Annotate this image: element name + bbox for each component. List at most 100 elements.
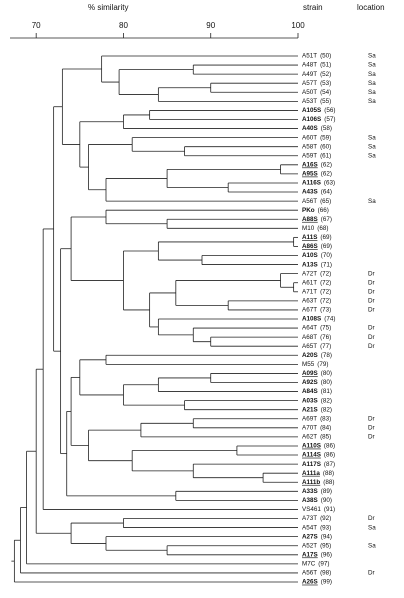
strain-id: (84) [320,424,331,431]
strain-label: A59T [302,152,317,159]
strain-label: A50T [302,89,317,96]
strain-id: (98) [320,570,331,577]
strain-header: strain [303,3,323,12]
strain-id: (99) [321,579,332,586]
strain-label: A52T [302,542,317,549]
location-label: Dr [368,515,375,522]
strain-label: A116S [302,180,321,187]
strain-label: A61T [302,279,317,286]
strain-label: A84S [302,388,318,395]
location-label: Sa [368,80,376,87]
strain-id: (65) [320,198,331,205]
location-label: Dr [368,434,375,441]
location-label: Sa [368,143,376,150]
strain-id: (69) [320,234,331,241]
strain-id: (92) [320,515,331,522]
strain-id: (69) [321,243,332,250]
strain-id: (58) [321,125,332,132]
location-label: Sa [368,524,376,531]
strain-label: A105S [302,107,321,114]
strain-label: A13S [302,261,318,268]
location-label: Sa [368,98,376,105]
strain-id: (63) [324,180,335,187]
strain-label: A43S [302,189,318,196]
location-label: Dr [368,279,375,286]
location-label: Dr [368,288,375,295]
strain-label: A54T [302,524,317,531]
strain-label: M7C [302,561,316,568]
strain-id: (72) [320,298,331,305]
strain-id: (87) [324,461,335,468]
strain-id: (82) [321,397,332,404]
strain-label: A71T [302,288,317,295]
location-label: Dr [368,343,375,350]
strain-label: A16S [302,161,318,168]
strain-id: (86) [324,443,335,450]
location-label: Sa [368,89,376,96]
strain-id: (50) [320,53,331,60]
strain-label: A56T [302,570,317,577]
strain-id: (59) [320,134,331,141]
x-tick-label: 80 [119,21,128,30]
strain-label: A67T [302,307,317,314]
strain-label: M10 [302,225,315,232]
strain-id: (61) [320,152,331,159]
strain-id: (96) [321,551,332,558]
strain-label: A10S [302,252,318,259]
strain-label: A21S [302,406,318,413]
strain-id: (76) [320,334,331,341]
strain-id: (51) [320,62,331,69]
location-label: Dr [368,415,375,422]
strain-id: (72) [320,270,331,277]
strain-label: A64T [302,325,317,332]
strain-id: (80) [321,379,332,386]
strain-id: (68) [317,225,328,232]
location-label: Dr [368,570,375,577]
strain-id: (57) [324,116,335,123]
x-tick-label: 90 [206,21,215,30]
strain-label: A33S [302,488,318,495]
strain-id: (75) [320,325,331,332]
strain-id: (62) [321,171,332,178]
strain-id: (56) [324,107,335,114]
location-label: Dr [368,270,375,277]
location-label: Sa [368,62,376,69]
location-label: Sa [368,152,376,159]
location-label: Dr [368,325,375,332]
strain-label: A58T [302,143,317,150]
strain-label: A09S [302,370,318,377]
strain-label: A27S [302,533,318,540]
strain-id: (88) [323,479,334,486]
strain-id: (72) [320,279,331,286]
strain-label: A65T [302,343,317,350]
strain-label: A88S [302,216,318,223]
strain-label: PKo [302,207,315,214]
strain-label: A106S [302,116,321,123]
location-label: Sa [368,198,376,205]
strain-label: A86S [302,243,318,250]
strain-id: (94) [321,533,332,540]
location-label: Sa [368,542,376,549]
strain-id: (77) [320,343,331,350]
strain-label: A73T [302,515,317,522]
strain-id: (79) [317,361,328,368]
strain-label: A72T [302,270,317,277]
strain-id: (88) [323,470,334,477]
strain-label: A57T [302,80,317,87]
strain-label: A56T [302,198,317,205]
strain-label: A114S [302,452,321,459]
strain-label: A70T [302,424,317,431]
strain-label: A69T [302,415,317,422]
strain-id: (83) [320,415,331,422]
location-label: Sa [368,134,376,141]
strain-label: A92S [302,379,318,386]
strain-id: (85) [320,434,331,441]
strain-id: (72) [320,288,331,295]
strain-label: A62T [302,434,317,441]
x-tick-label: 70 [32,21,41,30]
strain-label: A48T [302,62,317,69]
location-label: Dr [368,307,375,314]
strain-label: A20S [302,352,318,359]
strain-id: (60) [320,143,331,150]
